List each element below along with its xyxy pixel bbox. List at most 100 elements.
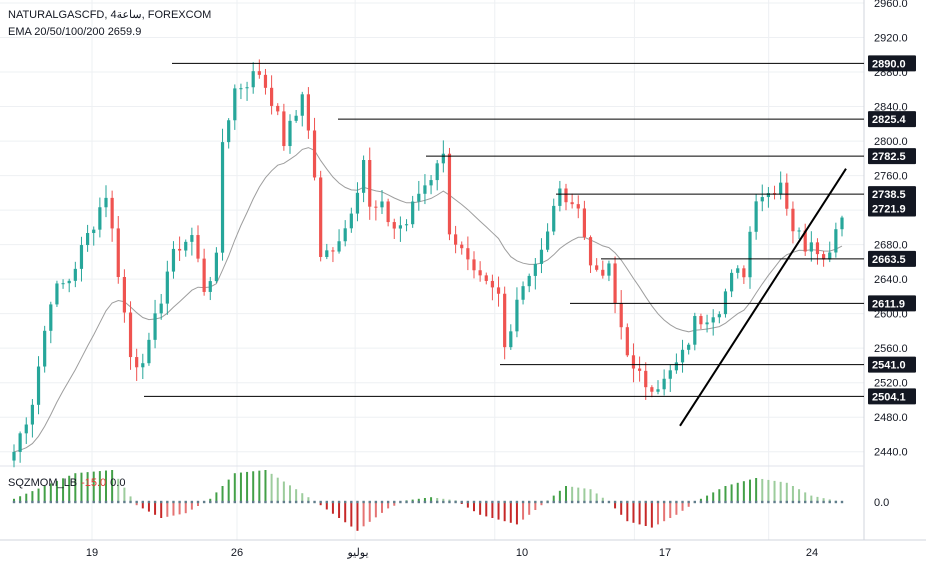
candle-bullish	[294, 115, 298, 121]
candle-bearish	[374, 206, 378, 208]
price-tick-label: 2600.0	[874, 309, 908, 321]
price-tick-label: 2920.0	[874, 33, 908, 45]
squeeze-dot	[472, 500, 476, 504]
candle-bullish	[687, 344, 691, 350]
squeeze-dot	[840, 500, 844, 504]
squeeze-dot	[344, 500, 347, 504]
candle-bullish	[809, 242, 813, 252]
squeeze-dot	[632, 500, 635, 504]
candle-bullish	[766, 193, 770, 198]
squeeze-dot	[699, 500, 703, 504]
squeeze-dot	[515, 500, 519, 504]
candle-bullish	[55, 283, 59, 305]
candle-bullish	[245, 87, 249, 89]
candle-bullish	[355, 192, 360, 214]
candle-bullish	[723, 291, 728, 315]
squeeze-dot	[233, 500, 236, 504]
candle-bullish	[18, 433, 22, 452]
candle-bullish	[73, 268, 77, 281]
squeeze-dot	[227, 500, 230, 504]
squeeze-dot	[282, 500, 286, 504]
squeeze-dot	[595, 500, 598, 504]
squeeze-dot	[86, 500, 89, 504]
squeeze-dot	[577, 500, 580, 504]
squeeze-dot	[712, 500, 715, 504]
candle-bearish	[116, 228, 120, 278]
candle-bearish	[454, 234, 458, 245]
level-price-label: 2825.4	[872, 114, 907, 126]
level-price-label-bg	[868, 111, 916, 128]
candle-bullish	[184, 241, 188, 251]
candle-bullish	[404, 224, 409, 226]
price-tick-label: 2840.0	[874, 102, 908, 114]
candle-bearish	[588, 237, 593, 266]
squeeze-dot	[374, 500, 378, 504]
squeeze-dot	[147, 500, 151, 504]
candle-bullish	[30, 404, 34, 425]
candle-bearish	[472, 259, 476, 271]
price-tick-label: 2440.0	[874, 447, 908, 459]
candle-bullish	[43, 330, 47, 367]
squeeze-dot	[804, 500, 807, 504]
level-price-label-bg	[868, 148, 916, 165]
squeeze-dot	[816, 500, 819, 504]
level-price-label-bg	[868, 295, 916, 312]
price-tick-label: 2760.0	[874, 171, 908, 183]
candle-bearish	[276, 105, 280, 112]
squeeze-dot	[80, 500, 83, 504]
level-price-label-bg	[868, 55, 916, 72]
candle-bullish	[239, 88, 243, 90]
candle-bullish	[79, 245, 84, 269]
squeeze-dot	[209, 500, 212, 504]
candle-bullish	[325, 250, 329, 257]
squeeze-dot	[380, 500, 384, 504]
price-tick-label: 2640.0	[874, 274, 908, 286]
squeeze-dot	[221, 500, 224, 504]
candle-bullish	[36, 366, 41, 405]
level-price-label-bg	[868, 388, 916, 405]
squeeze-dot	[190, 500, 194, 504]
squeeze-dot	[325, 500, 328, 504]
candle-bearish	[619, 303, 623, 328]
time-tick-label: 24	[806, 547, 818, 559]
squeeze-dot	[356, 500, 359, 504]
candle-bullish	[171, 248, 176, 272]
candle-bearish	[496, 287, 501, 294]
squeeze-dot	[178, 500, 181, 504]
candle-bullish	[693, 316, 697, 345]
candle-bullish	[92, 229, 96, 234]
candle-bullish	[533, 263, 537, 276]
candle-bearish	[110, 197, 114, 229]
candle-bullish	[288, 120, 292, 147]
squeeze-dot	[166, 500, 169, 504]
candle-bearish	[128, 312, 133, 358]
squeeze-dot	[301, 500, 304, 504]
oscillator-value-b: 0.0	[110, 477, 126, 489]
candle-bearish	[368, 159, 372, 207]
squeeze-dot	[558, 500, 562, 504]
candle-bullish	[779, 182, 783, 195]
candle-bearish	[625, 327, 629, 356]
level-price-label: 2541.0	[872, 360, 906, 372]
squeeze-dot	[12, 500, 16, 504]
squeeze-dot	[307, 500, 310, 504]
candle-bullish	[539, 249, 544, 264]
candle-bullish	[220, 142, 225, 253]
candle-bearish	[595, 265, 599, 270]
squeeze-dot	[589, 500, 592, 504]
candle-bullish	[380, 201, 384, 208]
level-price-label-bg	[868, 186, 916, 203]
squeeze-dot	[564, 500, 568, 504]
squeeze-dot	[117, 500, 120, 504]
candle-bearish	[257, 71, 261, 75]
candle-bullish	[98, 207, 102, 230]
squeeze-dot	[196, 500, 200, 504]
candle-bearish	[490, 280, 494, 288]
candle-bullish	[527, 275, 531, 287]
candle-bearish	[791, 208, 795, 232]
candle-bearish	[331, 250, 335, 252]
squeeze-dot	[98, 500, 102, 504]
squeeze-dot	[570, 500, 574, 504]
